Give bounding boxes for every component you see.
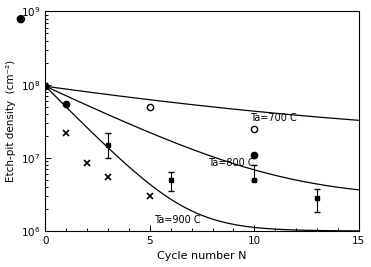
Text: ●: ● [16, 13, 25, 23]
Text: Ta=900 C: Ta=900 C [154, 215, 201, 225]
X-axis label: Cycle number N: Cycle number N [157, 252, 247, 261]
Text: Ta=700 C: Ta=700 C [250, 113, 297, 123]
Y-axis label: Etch-pit density  (cm⁻²): Etch-pit density (cm⁻²) [6, 60, 16, 182]
Text: Ta=800 C: Ta=800 C [209, 158, 255, 168]
